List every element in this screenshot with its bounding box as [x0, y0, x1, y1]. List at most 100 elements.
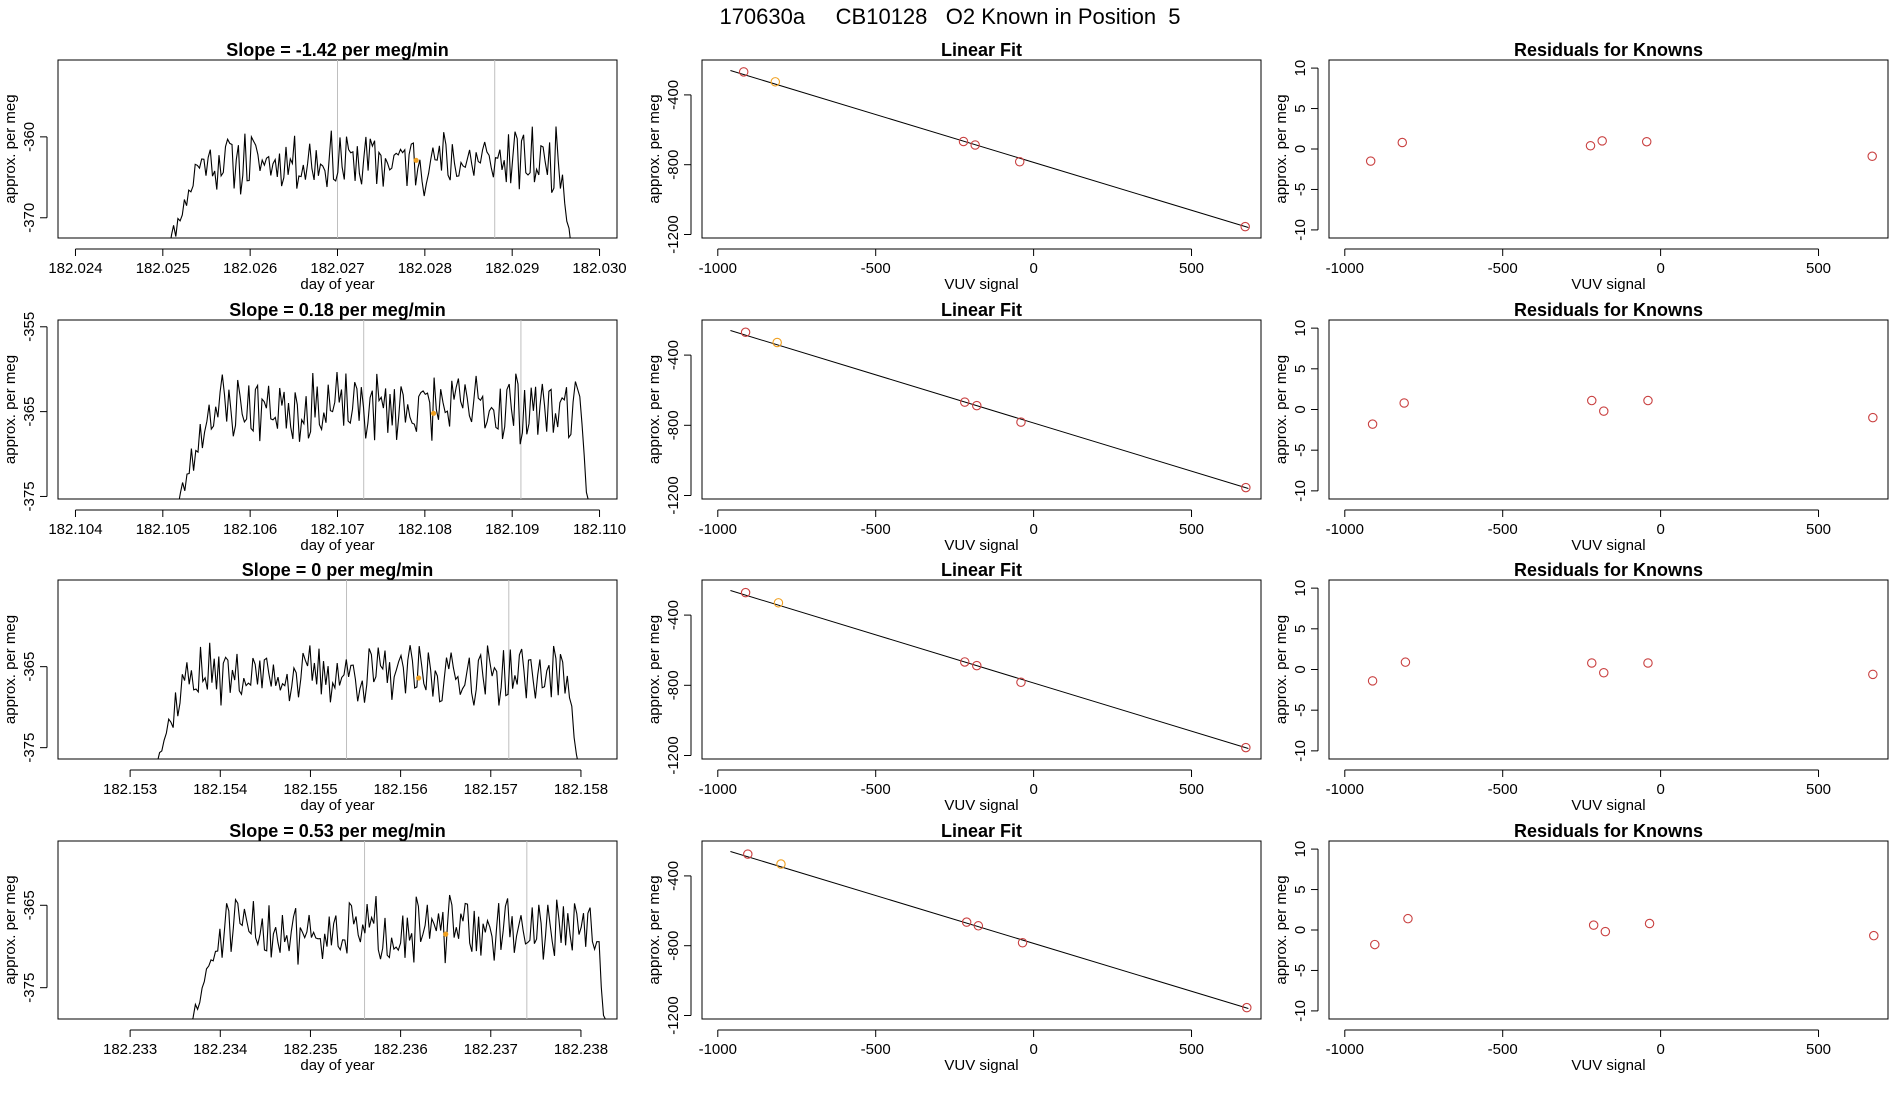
marker-point [416, 675, 422, 681]
y-tick-label: 0 [1292, 145, 1309, 153]
x-tick-label: -500 [861, 260, 891, 277]
x-tick-label: 0 [1656, 1041, 1664, 1058]
marker-point [430, 410, 437, 416]
x-tick-label: -500 [1488, 521, 1518, 538]
x-axis-label: day of year [300, 1057, 374, 1074]
data-point [1240, 221, 1250, 232]
data-point [1643, 395, 1653, 406]
y-axis-label: approx. per meg [1273, 355, 1290, 464]
x-tick-label: 182.027 [310, 260, 364, 277]
x-tick-label: 500 [1806, 1041, 1831, 1058]
panel-3-2: Linear Fit -1000 -500 0 500 VUV signal -400 -80… [646, 560, 1262, 814]
x-tick-label: 500 [1806, 781, 1831, 798]
y-axis-label: approx. per meg [2, 615, 19, 724]
x-tick-label: -1000 [1326, 521, 1364, 538]
plot-frame [701, 840, 1262, 1020]
x-tick-label: -500 [861, 1041, 891, 1058]
y-tick-label: -800 [665, 150, 682, 180]
data-layer [730, 67, 1250, 232]
y-tick-label: -370 [21, 203, 38, 233]
x-tick-label: 182.237 [464, 1041, 518, 1058]
chart-title: Slope = 0.53 per meg/min [229, 821, 446, 841]
data-point [1599, 406, 1609, 416]
x-tick-label: -500 [861, 521, 891, 538]
series-trace [157, 642, 578, 759]
x-tick-label: 182.028 [398, 260, 452, 277]
y-tick-label: 5 [1292, 365, 1309, 373]
y-tick-label: 0 [1292, 926, 1309, 934]
plot-frame [701, 579, 1262, 760]
data-point [1643, 658, 1653, 668]
x-tick-label: -500 [1488, 781, 1518, 798]
fit-line [730, 590, 1249, 749]
y-tick-label: -10 [1292, 480, 1309, 502]
data-layer [1367, 395, 1878, 429]
y-tick-label: -1200 [665, 736, 682, 774]
x-tick-label: 182.234 [193, 1041, 247, 1058]
y-tick-label: -355 [21, 312, 38, 342]
x-tick-label: 182.238 [554, 1041, 608, 1058]
y-tick-label: -1200 [665, 996, 682, 1034]
chart-title: Residuals for Knowns [1514, 821, 1703, 841]
x-tick-label: 182.110 [573, 521, 626, 538]
x-tick-label: 0 [1656, 781, 1664, 798]
data-point [1016, 417, 1026, 427]
y-tick-label: -10 [1292, 740, 1309, 762]
data-layer [192, 841, 606, 1019]
plot-frame [1328, 579, 1889, 760]
y-tick-label: -10 [1292, 1000, 1309, 1022]
data-layer [730, 587, 1251, 753]
x-tick-label: 182.156 [373, 781, 427, 798]
x-tick-label: 182.026 [223, 260, 277, 277]
x-tick-label: 500 [1806, 260, 1831, 277]
data-point [973, 921, 984, 931]
y-axis-label: approx. per meg [646, 875, 663, 984]
data-layer [1370, 913, 1879, 950]
plot-frame [701, 319, 1262, 500]
y-tick-label: -800 [665, 931, 682, 961]
x-tick-label: 182.233 [103, 1041, 157, 1058]
x-tick-label: 182.104 [48, 521, 102, 538]
x-tick-label: 500 [1179, 260, 1204, 277]
x-tick-label: -1000 [1326, 781, 1364, 798]
x-tick-label: 0 [1029, 521, 1037, 538]
panel-3-1: Slope = 0 per meg/min 182.153 182.154 182.1… [2, 560, 618, 814]
y-tick-label: -1200 [665, 476, 682, 514]
x-tick-label: 182.155 [283, 781, 337, 798]
chart-title: Slope = 0 per meg/min [242, 560, 434, 580]
y-tick-label: -365 [21, 890, 38, 920]
y-axis-label: approx. per meg [1273, 94, 1290, 203]
panel-2-3: Residuals for Knowns -1000 -500 0 500 VUV sig… [1273, 300, 1889, 554]
y-tick-label: 0 [1292, 405, 1309, 413]
x-tick-label: 182.024 [48, 260, 102, 277]
y-tick-label: -365 [21, 652, 38, 682]
data-layer [178, 320, 589, 499]
y-tick-label: 10 [1292, 320, 1309, 337]
x-tick-label: 0 [1656, 521, 1664, 538]
x-tick-label: 182.029 [485, 260, 539, 277]
x-tick-label: 182.153 [103, 781, 157, 798]
y-tick-label: -1200 [665, 215, 682, 253]
data-point [1644, 918, 1655, 929]
y-tick-label: -5 [1292, 183, 1309, 196]
plot-frame [1328, 840, 1889, 1020]
x-axis-label: VUV signal [944, 797, 1018, 814]
chart-title: Slope = 0.18 per meg/min [229, 300, 446, 320]
y-axis-label: approx. per meg [646, 615, 663, 724]
y-axis-label: approx. per meg [646, 355, 663, 464]
x-tick-label: 182.235 [283, 1041, 337, 1058]
data-point [1367, 419, 1378, 429]
y-tick-label: -5 [1292, 444, 1309, 457]
data-point [972, 400, 982, 411]
data-layer [730, 849, 1252, 1013]
y-axis-label: approx. per meg [1273, 615, 1290, 724]
y-tick-label: -365 [21, 397, 38, 427]
data-point [1585, 141, 1596, 151]
plot-frame [1328, 319, 1889, 500]
data-point [960, 397, 970, 407]
x-tick-label: 500 [1179, 1041, 1204, 1058]
x-axis-label: day of year [300, 797, 374, 814]
x-axis-label: VUV signal [944, 276, 1018, 293]
data-point [1587, 658, 1597, 668]
fit-line [730, 69, 1249, 229]
